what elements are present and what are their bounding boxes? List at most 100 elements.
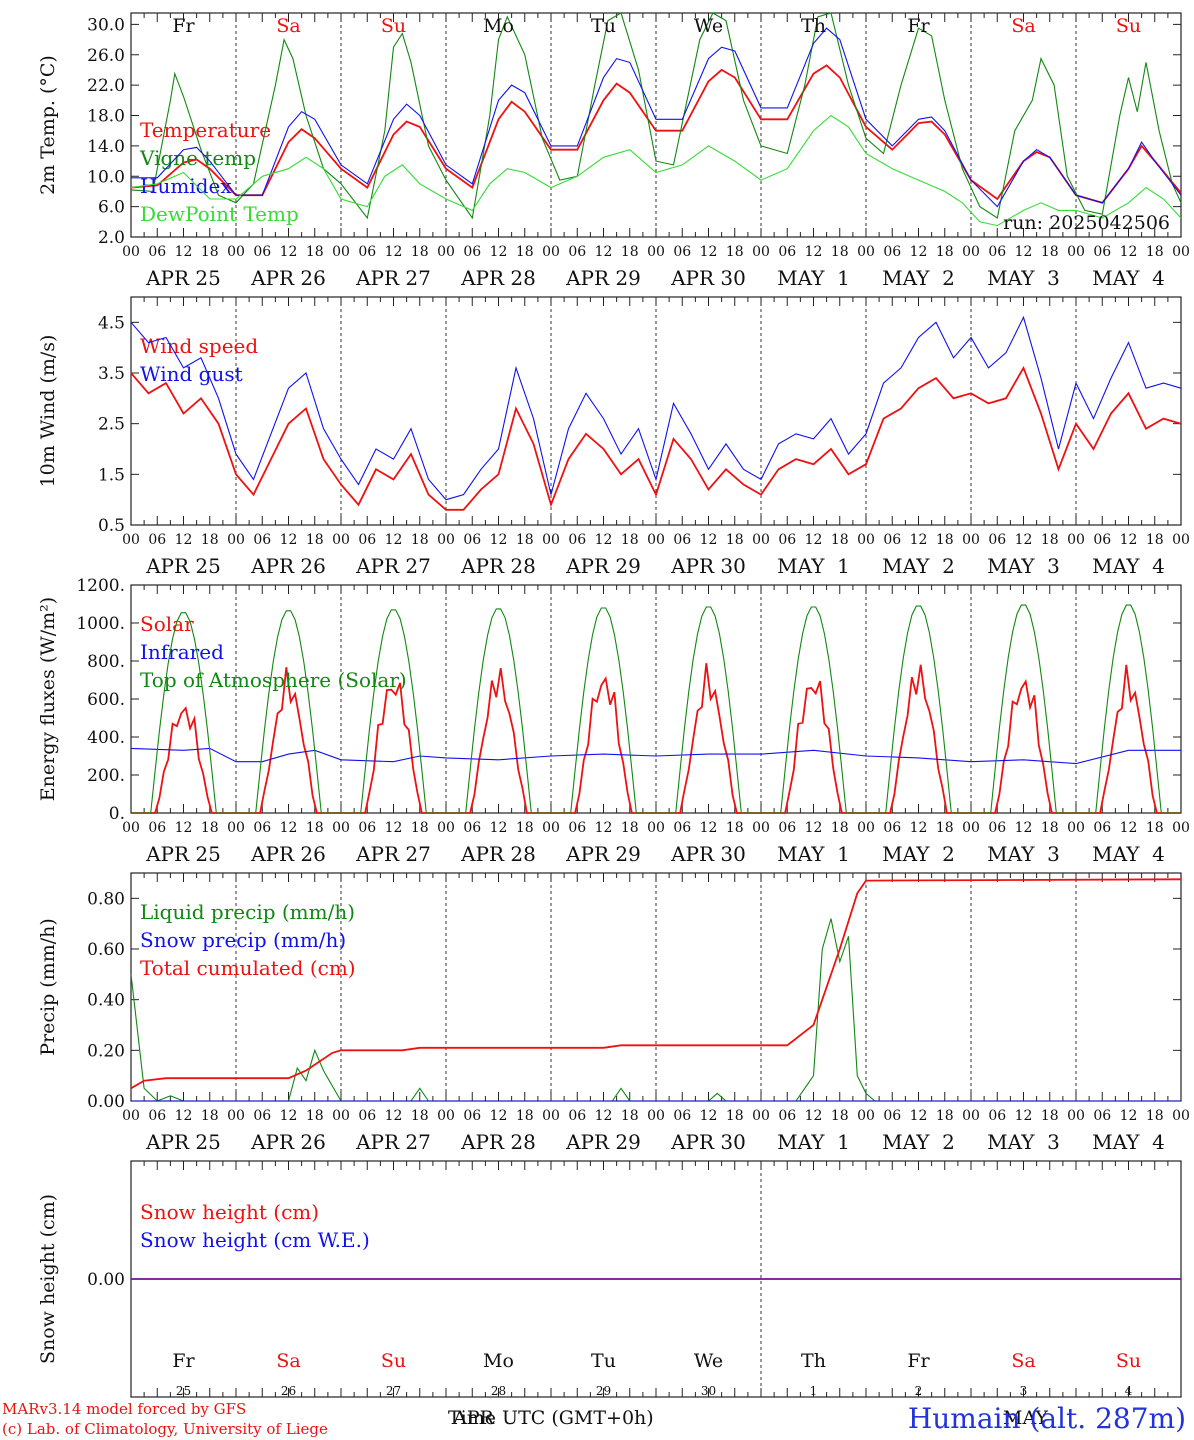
- hour-tick-label: 00: [122, 1108, 140, 1124]
- hour-tick-label: 12: [175, 244, 193, 260]
- hour-tick-label: 18: [1041, 244, 1059, 260]
- hour-tick-label: 00: [1067, 532, 1085, 548]
- hour-tick-label: 18: [1146, 1108, 1164, 1124]
- hour-tick-label: 00: [542, 532, 560, 548]
- series-vigne-temp: [130, 12, 1182, 220]
- legend-entry: DewPoint Temp: [140, 202, 299, 226]
- weekday-label: Su: [381, 1350, 406, 1372]
- hour-tick-label: 18: [516, 532, 534, 548]
- station-label: Humain (alt. 287m): [908, 1402, 1186, 1435]
- hour-tick-label: 12: [700, 1108, 718, 1124]
- panel-1: 2m Temp. (°C) 2.0 6.0 10.0 14.0 18.0 22.0 26.0 3…: [37, 12, 1190, 290]
- date-label: MAY 2: [882, 842, 955, 866]
- y-axis-label: Energy fluxes (W/m²): [37, 597, 59, 801]
- y-tick-label: 6.0: [98, 198, 125, 218]
- hour-tick-label: 00: [437, 820, 455, 836]
- hour-tick-label: 18: [411, 1108, 429, 1124]
- hour-tick-label: 18: [306, 532, 324, 548]
- series-infrared: [130, 747, 1181, 765]
- weekday-label: Su: [381, 15, 406, 37]
- hour-tick-label: 12: [595, 1108, 613, 1124]
- legend-entry: Snow height (cm): [140, 1200, 319, 1224]
- hour-tick-label: 06: [1093, 1108, 1111, 1124]
- hour-tick-label: 00: [542, 244, 560, 260]
- legend-entry: Infrared: [140, 640, 224, 664]
- hour-tick-label: 18: [936, 532, 954, 548]
- hour-tick-label: 00: [857, 532, 875, 548]
- series-wind-gust: [130, 315, 1182, 501]
- hour-tick-label: 12: [805, 244, 823, 260]
- hour-tick-label: 00: [332, 820, 350, 836]
- hour-tick-label: 06: [463, 1108, 481, 1124]
- x-axis-label: Time UTC (GMT+0h): [448, 1407, 654, 1429]
- series-top-of-atmosphere-solar-: [131, 604, 1181, 814]
- hour-tick-label: 00: [752, 532, 770, 548]
- y-tick-label: 1000.: [76, 614, 125, 634]
- day-number: 29: [596, 1384, 611, 1398]
- hour-tick-label: 12: [595, 532, 613, 548]
- hour-tick-label: 12: [385, 244, 403, 260]
- hour-tick-label: 18: [411, 820, 429, 836]
- day-number: 3: [1020, 1384, 1028, 1398]
- weekday-label: We: [694, 1350, 723, 1372]
- hour-tick-label: 06: [1093, 244, 1111, 260]
- hour-tick-label: 06: [463, 820, 481, 836]
- weekday-label: Mo: [483, 1350, 514, 1372]
- hour-tick-label: 06: [148, 1108, 166, 1124]
- series-temperature: [130, 64, 1182, 204]
- hour-tick-label: 12: [385, 532, 403, 548]
- hour-tick-label: 12: [805, 532, 823, 548]
- hour-tick-label: 00: [647, 1108, 665, 1124]
- date-label: MAY 2: [882, 554, 955, 578]
- date-label: APR 29: [565, 266, 641, 290]
- hour-tick-label: 06: [463, 244, 481, 260]
- hour-tick-label: 12: [910, 1108, 928, 1124]
- hour-tick-label: 06: [778, 820, 796, 836]
- y-tick-label: 0.80: [87, 889, 125, 909]
- hour-tick-label: 00: [437, 1108, 455, 1124]
- hour-tick-label: 18: [831, 820, 849, 836]
- hour-tick-label: 12: [910, 244, 928, 260]
- date-label: APR 29: [565, 554, 641, 578]
- hour-tick-label: 12: [1015, 532, 1033, 548]
- hour-tick-label: 12: [490, 820, 508, 836]
- y-tick-label: 2.5: [98, 415, 125, 435]
- hour-tick-label: 18: [306, 820, 324, 836]
- hour-tick-label: 06: [988, 1108, 1006, 1124]
- date-label: APR 30: [670, 554, 746, 578]
- hour-tick-label: 00: [752, 1108, 770, 1124]
- weekday-label: Fr: [907, 1350, 930, 1372]
- date-label: MAY 1: [777, 1130, 850, 1154]
- legend-entry: Humidex: [140, 174, 232, 198]
- day-number: 4: [1125, 1384, 1133, 1398]
- legend-entry: Vigne temp: [139, 146, 256, 170]
- hour-tick-label: 18: [831, 244, 849, 260]
- y-axis-label: Precip (mm/h): [37, 918, 59, 1056]
- hour-tick-label: 12: [595, 820, 613, 836]
- y-tick-label: 0.00: [87, 1092, 125, 1112]
- hour-tick-label: 18: [516, 1108, 534, 1124]
- date-label: APR 28: [460, 554, 536, 578]
- hour-tick-label: 00: [752, 244, 770, 260]
- month-label: MAY: [1003, 1407, 1048, 1429]
- weekday-label: Fr: [172, 1350, 195, 1372]
- date-label: APR 26: [250, 1130, 326, 1154]
- hour-tick-label: 00: [962, 532, 980, 548]
- hour-tick-label: 06: [988, 532, 1006, 548]
- date-label: APR 28: [460, 842, 536, 866]
- date-label: MAY 4: [1092, 1130, 1165, 1154]
- y-tick-label: 0.00: [87, 1270, 125, 1290]
- hour-tick-label: 12: [910, 532, 928, 548]
- hour-tick-label: 06: [988, 244, 1006, 260]
- date-label: MAY 3: [987, 266, 1060, 290]
- hour-tick-label: 18: [1146, 244, 1164, 260]
- date-label: MAY 4: [1092, 266, 1165, 290]
- series-total-cumulated-cm-: [130, 878, 1182, 1090]
- series-dewpoint-temp: [130, 114, 1182, 227]
- date-label: APR 29: [565, 1130, 641, 1154]
- hour-tick-label: 18: [201, 244, 219, 260]
- weekday-label: Th: [801, 1350, 826, 1372]
- date-label: APR 26: [250, 554, 326, 578]
- hour-tick-label: 12: [175, 1108, 193, 1124]
